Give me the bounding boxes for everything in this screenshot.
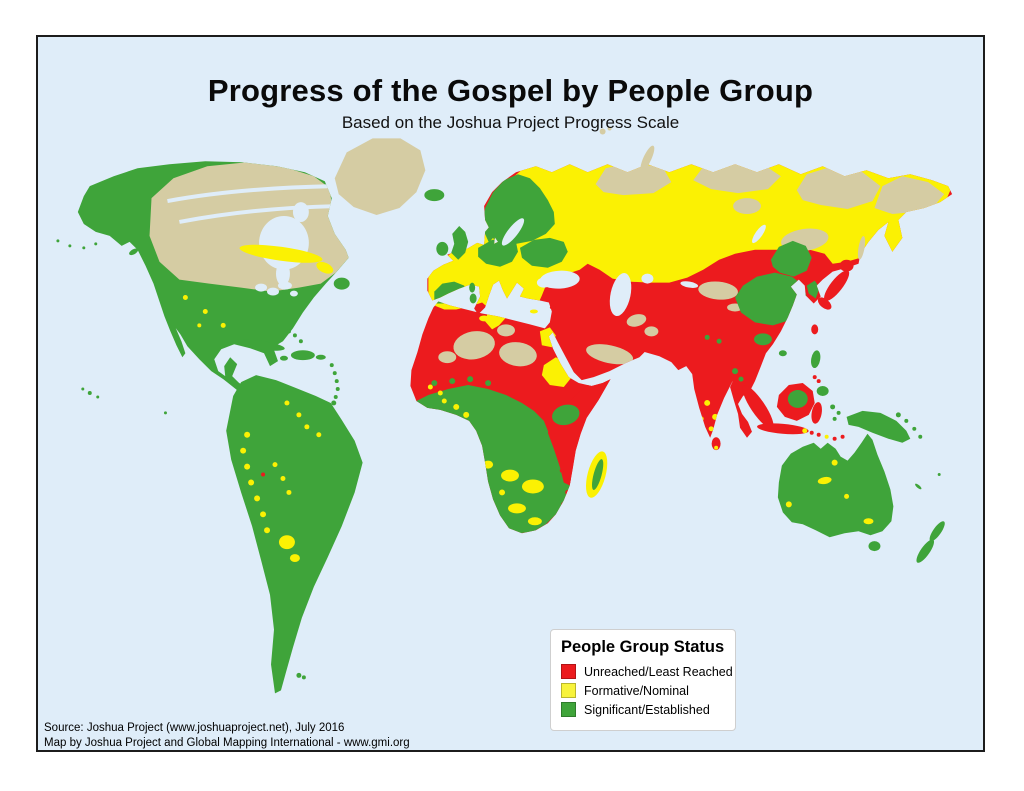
legend-items: Unreached/Least Reached Formative/Nominal… [561, 664, 733, 717]
unreached-swatch [561, 664, 576, 679]
legend-item: Significant/Established [561, 702, 725, 717]
formative-swatch [561, 683, 576, 698]
world-map-svg [56, 126, 953, 694]
oceania [777, 410, 945, 563]
europe-islands [424, 126, 655, 322]
legend-label: Formative/Nominal [584, 683, 689, 698]
legend-item: Formative/Nominal [561, 683, 725, 698]
greenland [334, 138, 426, 216]
continent-eurasia-africa [410, 164, 953, 534]
source-line-2: Map by Joshua Project and Global Mapping… [44, 736, 410, 749]
source-note: Source: Joshua Project (www.joshuaprojec… [44, 721, 410, 750]
page-title: Progress of the Gospel by People Group [207, 73, 814, 108]
continent-south-america [163, 375, 363, 694]
source-line-1: Source: Joshua Project (www.joshuaprojec… [44, 722, 345, 734]
legend-title: People Group Status [561, 638, 725, 656]
inland-seas [501, 218, 766, 317]
africa-islands [585, 451, 608, 498]
legend: People Group Status Unreached/Least Reac… [550, 629, 736, 731]
legend-item: Unreached/Least Reached [561, 664, 733, 679]
asia-islands [711, 236, 866, 451]
page-subtitle: Based on the Joshua Project Progress Sca… [341, 113, 680, 132]
continent-north-america [56, 161, 350, 399]
legend-label: Significant/Established [584, 702, 710, 717]
caribbean-islands [237, 329, 340, 406]
legend-label: Unreached/Least Reached [584, 664, 733, 679]
significant-swatch [561, 702, 576, 717]
map-frame: Progress of the Gospel by People Group B… [36, 35, 985, 752]
